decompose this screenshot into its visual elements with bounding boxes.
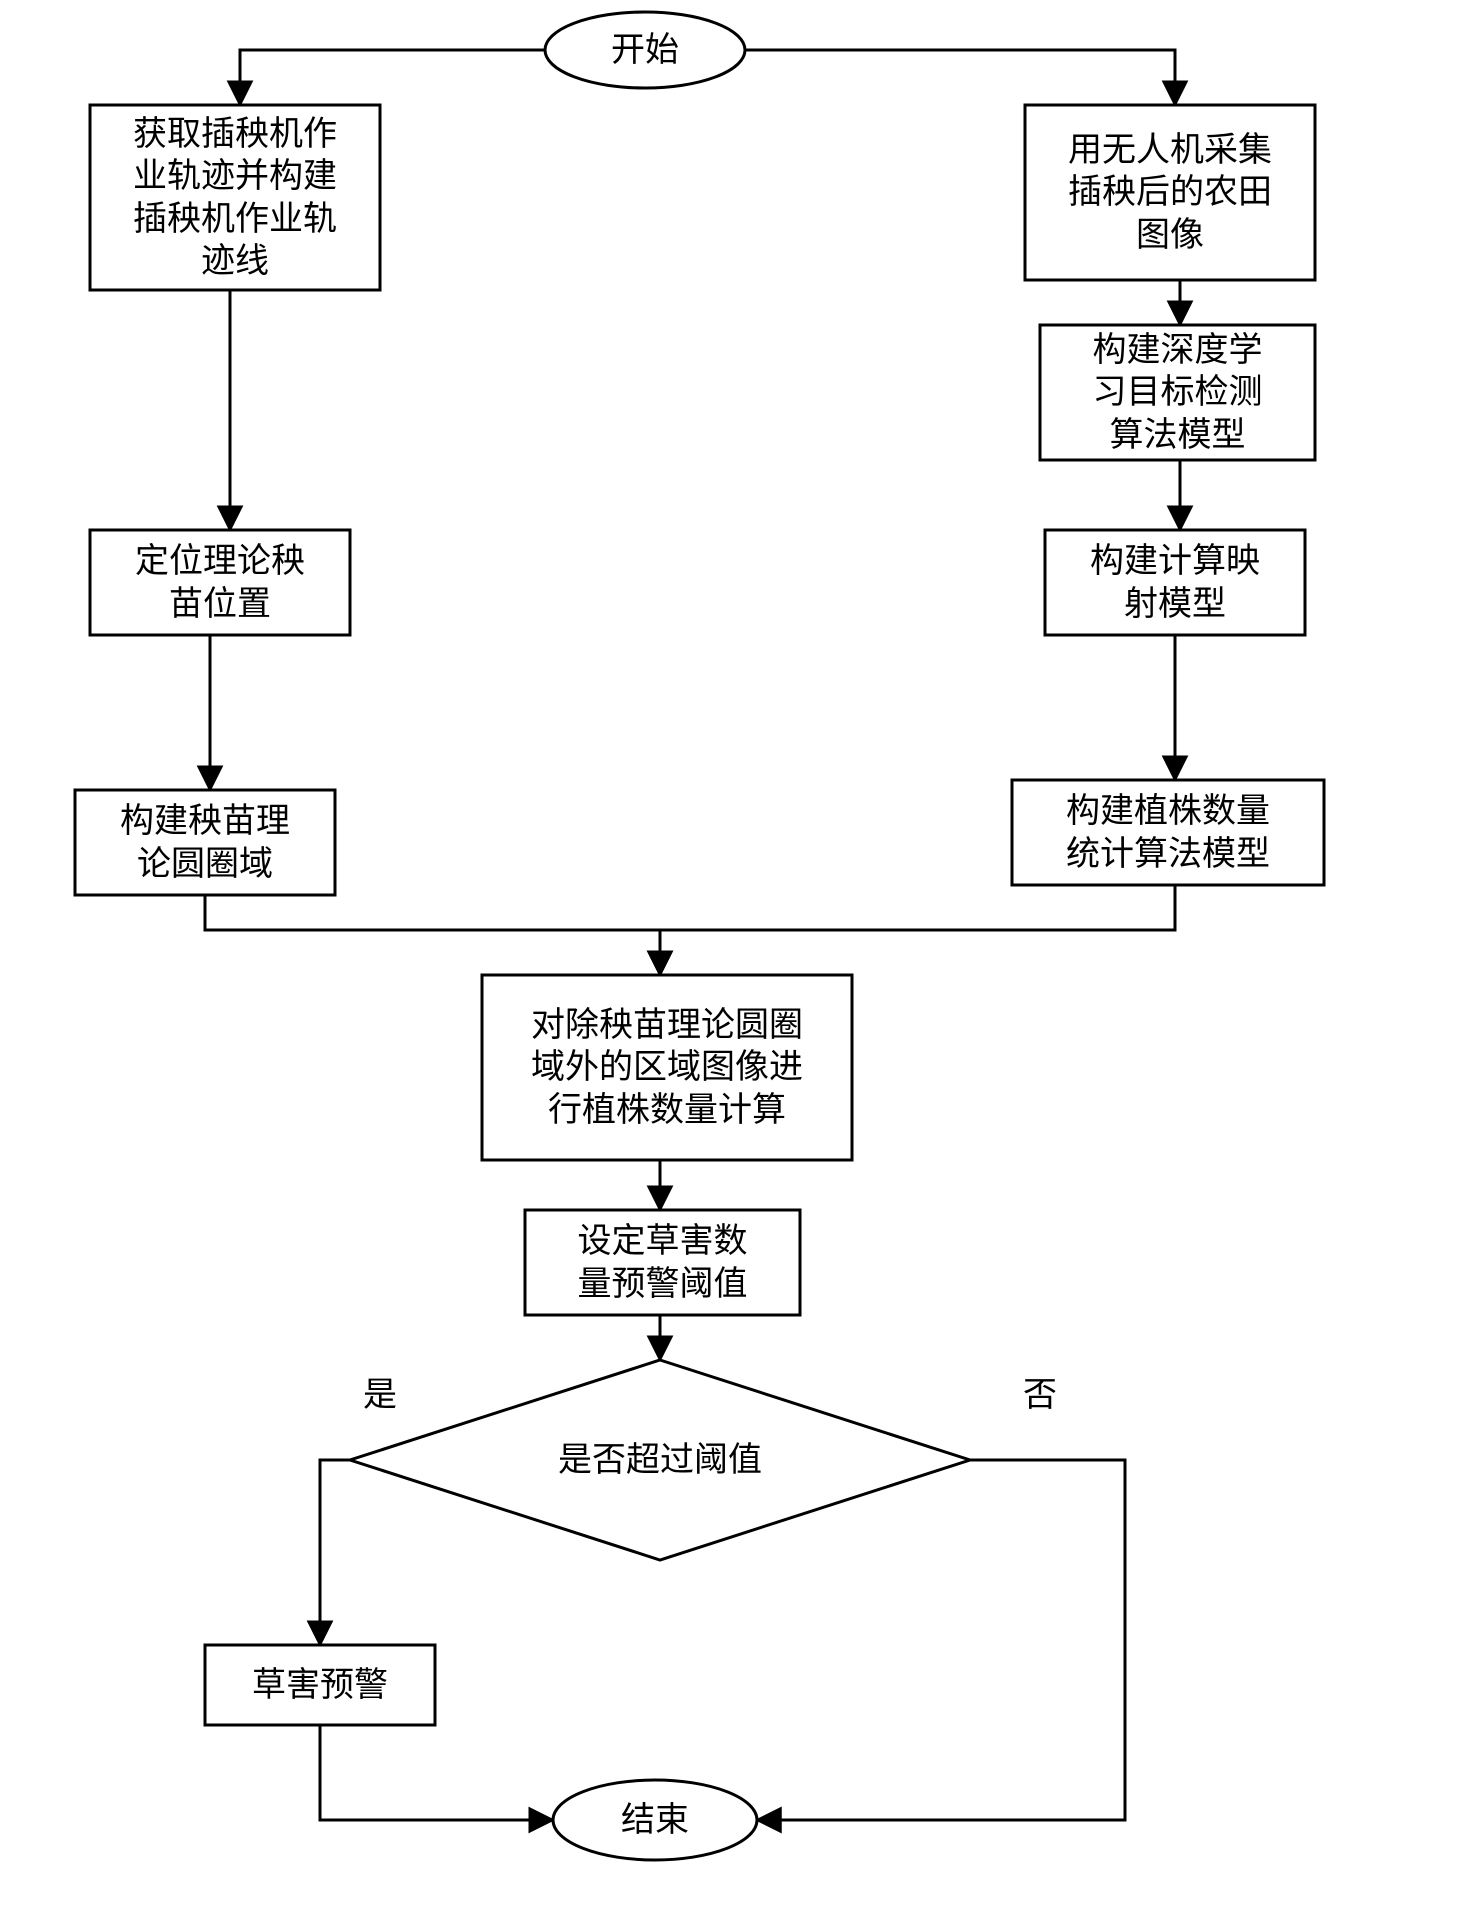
node-label: 定位理论秧 苗位置 (90, 530, 350, 635)
node-label: 构建深度学 习目标检测 算法模型 (1040, 325, 1315, 460)
edge-r4-m1 (660, 885, 1175, 975)
edge-w1-end (320, 1725, 553, 1820)
edge-label: 否 (1010, 1370, 1070, 1420)
edge-start-r1 (745, 50, 1175, 105)
node-label: 设定草害数 量预警阈值 (525, 1210, 800, 1315)
node-label: 用无人机采集 插秧后的农田 图像 (1025, 105, 1315, 280)
node-label: 构建秧苗理 论圆圈域 (75, 790, 335, 895)
node-label: 构建计算映 射模型 (1045, 530, 1305, 635)
node-label: 是否超过阈值 (474, 1360, 846, 1560)
node-label: 构建植株数量 统计算法模型 (1012, 780, 1324, 885)
edge-label: 是 (350, 1370, 410, 1420)
edge-l3-m1 (205, 895, 660, 975)
node-label: 草害预警 (205, 1645, 435, 1725)
node-label: 获取插秧机作 业轨迹并构建 插秧机作业轨 迹线 (90, 105, 380, 290)
edge-d1-w1 (320, 1460, 350, 1645)
node-label: 对除秧苗理论圆圈 域外的区域图像进 行植株数量计算 (482, 975, 852, 1160)
node-label: 结束 (553, 1780, 757, 1860)
node-label: 开始 (545, 12, 745, 88)
